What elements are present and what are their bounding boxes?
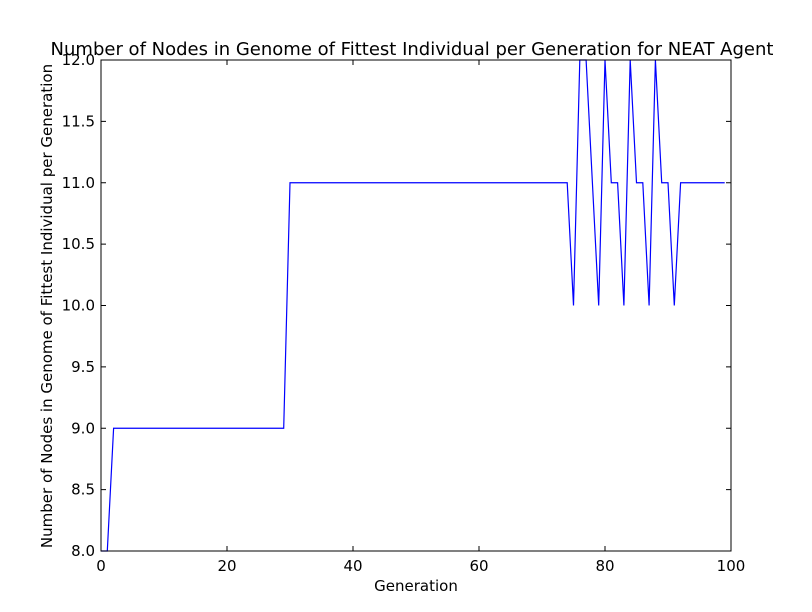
x-axis-label: Generation <box>374 577 458 595</box>
x-tick-label: 20 <box>217 557 236 575</box>
series-line-0 <box>101 59 725 552</box>
series-layer <box>101 59 725 552</box>
y-tick-label: 9.0 <box>71 419 95 437</box>
y-axis-label: Number of Nodes in Genome of Fittest Ind… <box>38 64 56 548</box>
y-axis-ticks: 8.0 8.5 9.0 9.5 10.0 10.5 11.0 11.5 12.0 <box>62 51 731 560</box>
y-tick-label: 12.0 <box>62 51 95 69</box>
y-tick-label: 11.0 <box>62 174 95 192</box>
x-tick-label: 0 <box>96 557 106 575</box>
x-tick-label: 80 <box>595 557 614 575</box>
x-axis-ticks: 0 20 40 60 80 100 <box>96 60 745 575</box>
x-tick-label: 100 <box>717 557 746 575</box>
y-tick-label: 10.5 <box>62 235 95 253</box>
plot-frame <box>100 59 732 552</box>
y-tick-label: 9.5 <box>71 358 95 376</box>
y-tick-label: 8.5 <box>71 481 95 499</box>
y-tick-label: 10.0 <box>62 297 95 315</box>
x-tick-label: 40 <box>343 557 362 575</box>
y-tick-label: 8.0 <box>71 542 95 560</box>
y-tick-label: 11.5 <box>62 112 95 130</box>
chart-title: Number of Nodes in Genome of Fittest Ind… <box>51 39 774 60</box>
x-tick-label: 60 <box>469 557 488 575</box>
